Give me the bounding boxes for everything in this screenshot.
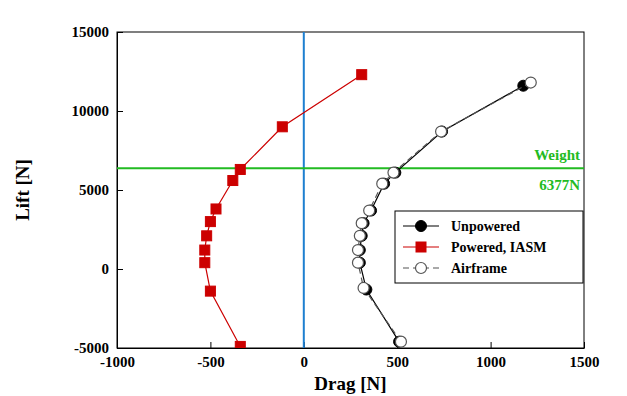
marks bbox=[117, 32, 584, 348]
legend: Unpowered Powered, IASM Airframe bbox=[395, 211, 583, 283]
tick-label: -500 bbox=[197, 354, 225, 370]
legend-label: Airframe bbox=[451, 261, 507, 276]
tick-mark bbox=[117, 111, 123, 112]
tick: 1500 bbox=[570, 342, 600, 370]
data-point bbox=[358, 282, 369, 293]
reference-label: Weight bbox=[534, 147, 580, 163]
tick-label: -5000 bbox=[74, 340, 109, 356]
legend-marker bbox=[416, 263, 427, 274]
tick-label: 1000 bbox=[476, 354, 506, 370]
reference-line bbox=[117, 167, 584, 169]
y-axis: -5000 0 5000 10000 15000 bbox=[72, 24, 124, 356]
tick-mark bbox=[117, 348, 123, 349]
plot: -1000-500050010001500-500005000100001500… bbox=[12, 24, 600, 394]
series-line bbox=[205, 75, 362, 347]
data-point bbox=[437, 126, 448, 137]
tick: -5000 bbox=[74, 340, 123, 356]
data-point bbox=[228, 176, 238, 186]
axis-line bbox=[118, 348, 585, 349]
data-point bbox=[202, 231, 212, 241]
tick: -500 bbox=[197, 342, 225, 370]
data-point bbox=[211, 204, 221, 214]
data-point bbox=[436, 126, 447, 137]
data-point bbox=[352, 245, 363, 256]
legend-label: Unpowered bbox=[451, 219, 520, 234]
data-point bbox=[395, 336, 406, 347]
tick-mark bbox=[210, 342, 211, 348]
tick: 0 bbox=[102, 261, 124, 277]
data-point bbox=[377, 178, 388, 189]
tick-label: 1500 bbox=[570, 354, 600, 370]
tick-mark bbox=[117, 269, 123, 270]
tick-mark bbox=[491, 342, 492, 348]
data-point bbox=[277, 122, 287, 132]
tick: 1000 bbox=[476, 342, 506, 370]
data-point bbox=[364, 205, 375, 216]
data-point bbox=[235, 164, 245, 174]
data-point bbox=[205, 286, 215, 296]
data-point bbox=[388, 167, 399, 178]
tick-label: 15000 bbox=[72, 24, 110, 40]
tick-label: 10000 bbox=[72, 103, 110, 119]
x-axis: -1000-500050010001500 bbox=[100, 342, 600, 370]
legend-label: Powered, IASM bbox=[451, 240, 546, 255]
tick-label: 0 bbox=[102, 261, 110, 277]
tick: 10000 bbox=[72, 103, 124, 119]
reference-label: 6377N bbox=[539, 177, 580, 193]
tick: 15000 bbox=[72, 24, 124, 40]
data-point bbox=[352, 257, 363, 268]
reference-line bbox=[303, 32, 305, 348]
chart: -1000-500050010001500-500005000100001500… bbox=[0, 0, 627, 396]
tick-mark bbox=[117, 190, 123, 191]
tick: 5000 bbox=[79, 182, 123, 198]
data-point bbox=[525, 77, 536, 88]
legend-marker bbox=[416, 221, 427, 232]
y-axis-title: Lift [N] bbox=[12, 159, 33, 221]
tick-label: 500 bbox=[386, 354, 409, 370]
plot-frame bbox=[117, 32, 584, 348]
data-point bbox=[357, 70, 367, 80]
tick-label: 0 bbox=[301, 354, 309, 370]
data-point bbox=[354, 230, 365, 241]
data-point bbox=[200, 258, 210, 268]
tick-mark bbox=[584, 342, 585, 348]
legend-marker bbox=[416, 242, 426, 252]
data-point bbox=[205, 217, 215, 227]
legend-box bbox=[395, 211, 583, 283]
tick-label: 5000 bbox=[79, 182, 109, 198]
data-point bbox=[356, 218, 367, 229]
data-point bbox=[200, 245, 210, 255]
data-point bbox=[235, 341, 245, 348]
x-axis-title: Drag [N] bbox=[314, 373, 386, 394]
tick-mark bbox=[117, 32, 123, 33]
